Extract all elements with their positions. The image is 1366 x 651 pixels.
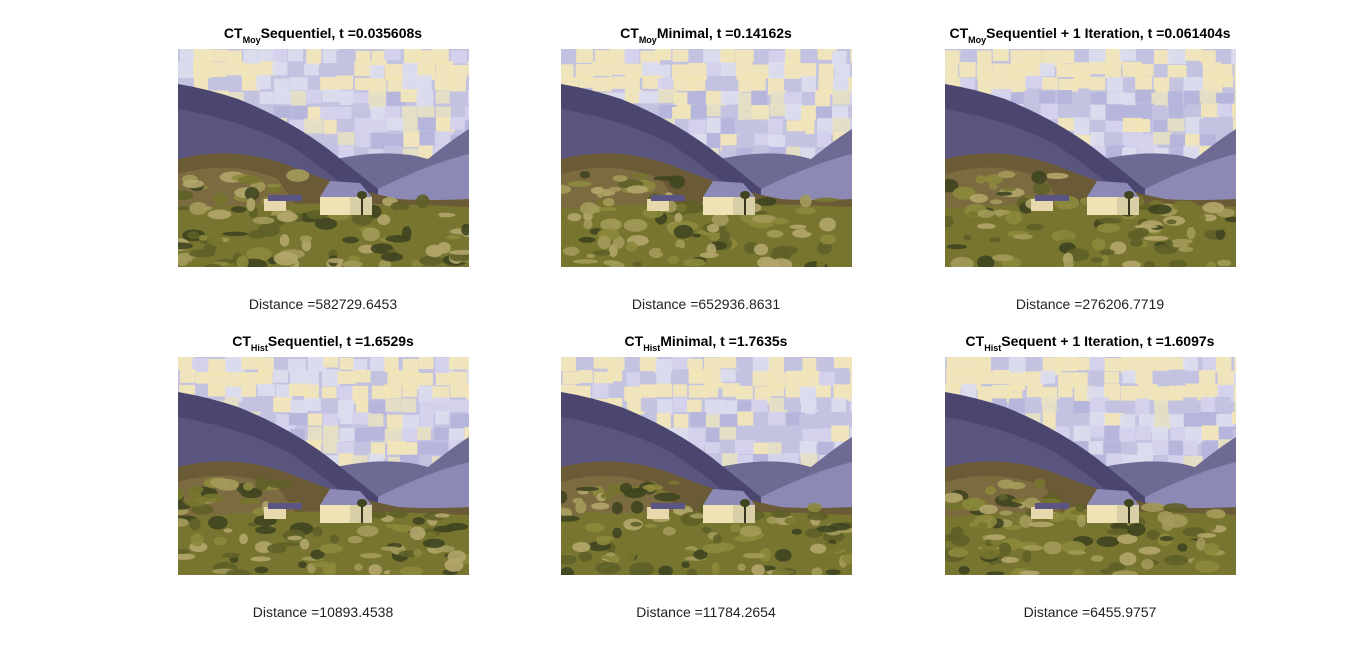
landscape-svg xyxy=(561,357,852,575)
panel-title: CTHistMinimal, t =1.7635s xyxy=(624,333,788,353)
landscape-svg xyxy=(178,357,469,575)
distance-label: Distance =6455.9757 xyxy=(1023,604,1157,620)
distance-label: Distance =582729.6453 xyxy=(248,296,398,312)
quantized-image xyxy=(178,357,469,575)
quantized-image xyxy=(945,49,1236,267)
distance-label: Distance =11784.2654 xyxy=(636,604,776,620)
panel-title: CTMoySequentiel + 1 Iteration, t =0.0614… xyxy=(949,25,1231,45)
distance-label: Distance =276206.7719 xyxy=(1015,296,1165,312)
quantized-image xyxy=(561,49,852,267)
landscape-svg xyxy=(561,49,852,267)
landscape-svg xyxy=(945,49,1236,267)
quantized-image xyxy=(561,357,852,575)
panel-title: CTMoySequentiel, t =0.035608s xyxy=(223,25,423,45)
panel-title: CTHistSequentiel, t =1.6529s xyxy=(232,333,414,353)
landscape-svg xyxy=(945,357,1236,575)
distance-label: Distance =652936.8631 xyxy=(631,296,781,312)
landscape-svg xyxy=(178,49,469,267)
quantized-image xyxy=(178,49,469,267)
quantized-image xyxy=(945,357,1236,575)
distance-label: Distance =10893.4538 xyxy=(252,604,394,620)
panel-title: CTHistSequent + 1 Iteration, t =1.6097s xyxy=(965,333,1215,353)
panel-title: CTMoyMinimal, t =0.14162s xyxy=(620,25,792,45)
